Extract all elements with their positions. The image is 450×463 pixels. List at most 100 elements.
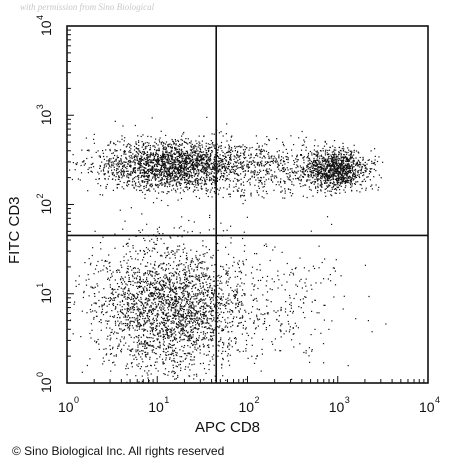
event-dot xyxy=(322,163,324,165)
event-dot xyxy=(168,145,170,147)
event-dot xyxy=(150,169,152,171)
event-dot xyxy=(321,170,323,173)
event-dot xyxy=(163,164,165,166)
event-dot xyxy=(102,194,104,196)
event-dot xyxy=(163,148,165,150)
event-dot xyxy=(147,153,149,156)
event-dot xyxy=(320,154,322,156)
event-dot xyxy=(80,164,82,167)
event-dot xyxy=(206,173,208,175)
event-dot xyxy=(206,318,208,320)
event-dot xyxy=(179,316,181,318)
event-dot xyxy=(141,169,143,171)
event-dot xyxy=(168,170,170,172)
event-dot xyxy=(199,164,201,166)
event-dot xyxy=(121,336,123,338)
event-dot xyxy=(142,169,144,171)
event-dot xyxy=(157,186,159,188)
event-dot xyxy=(332,171,334,173)
event-dot xyxy=(193,168,195,170)
event-dot xyxy=(89,308,91,311)
event-dot xyxy=(259,164,261,166)
event-dot xyxy=(319,171,321,174)
event-dot xyxy=(169,165,171,167)
watermark-text: with permission from Sino Biological xyxy=(20,2,155,12)
event-dot xyxy=(167,204,169,207)
event-dot xyxy=(143,188,145,190)
event-dot xyxy=(209,360,211,362)
event-dot xyxy=(163,153,165,155)
event-dot xyxy=(237,298,239,300)
event-dot xyxy=(212,141,214,144)
event-dot xyxy=(246,163,248,165)
event-dot xyxy=(327,158,329,160)
event-dot xyxy=(197,182,199,184)
event-dot xyxy=(315,175,317,177)
event-dot xyxy=(368,159,370,161)
event-dot xyxy=(214,147,216,149)
event-dot xyxy=(184,320,186,322)
event-dot xyxy=(291,378,293,380)
event-dot xyxy=(183,168,185,170)
event-dot xyxy=(244,151,246,153)
event-dot xyxy=(224,153,226,155)
event-dot xyxy=(88,167,90,169)
event-dot xyxy=(177,169,179,171)
event-dot xyxy=(165,141,168,143)
event-dot xyxy=(172,173,174,175)
event-dot xyxy=(180,309,182,312)
event-dot xyxy=(98,343,100,345)
event-dot xyxy=(126,168,128,170)
event-dot xyxy=(134,167,136,169)
event-dot xyxy=(146,302,149,304)
event-dot xyxy=(312,195,314,197)
event-dot xyxy=(114,279,116,281)
event-dot xyxy=(83,160,85,162)
event-dot xyxy=(137,287,139,289)
event-dot xyxy=(338,180,340,182)
event-dot xyxy=(213,161,215,163)
event-dot xyxy=(309,162,311,164)
event-dot xyxy=(190,146,193,148)
event-dot xyxy=(223,187,225,189)
event-dot xyxy=(151,153,153,155)
event-dot xyxy=(134,319,136,321)
event-dot xyxy=(341,164,344,166)
event-dot xyxy=(313,267,316,270)
event-dot xyxy=(179,172,181,174)
event-dot xyxy=(180,323,182,325)
event-dot xyxy=(154,176,156,178)
event-dot xyxy=(334,162,337,164)
event-dot xyxy=(334,188,337,190)
event-dot xyxy=(240,270,242,272)
event-dot xyxy=(218,326,220,329)
event-dot xyxy=(272,162,274,164)
event-dot xyxy=(207,143,209,145)
event-dot xyxy=(94,340,96,342)
event-dot xyxy=(262,190,264,192)
event-dot xyxy=(293,172,295,174)
event-dot xyxy=(265,179,267,181)
event-dot xyxy=(204,178,206,180)
event-dot xyxy=(175,157,177,159)
event-dot xyxy=(344,186,346,189)
event-dot xyxy=(233,295,235,297)
event-dot xyxy=(350,154,352,156)
event-dot xyxy=(219,157,221,160)
event-dot xyxy=(272,181,274,183)
event-dot xyxy=(184,334,186,336)
event-dot xyxy=(209,338,211,340)
event-dot xyxy=(200,287,202,289)
event-dot xyxy=(230,151,232,153)
event-dot xyxy=(237,190,239,192)
event-dot xyxy=(278,150,280,152)
event-dot xyxy=(312,166,314,168)
event-dot xyxy=(137,168,139,170)
event-dot xyxy=(151,295,153,298)
event-dot xyxy=(253,157,255,159)
event-dot xyxy=(183,174,185,176)
event-dot xyxy=(155,143,157,145)
event-dot xyxy=(134,161,136,164)
event-dot xyxy=(129,157,131,159)
event-dot xyxy=(338,173,340,175)
